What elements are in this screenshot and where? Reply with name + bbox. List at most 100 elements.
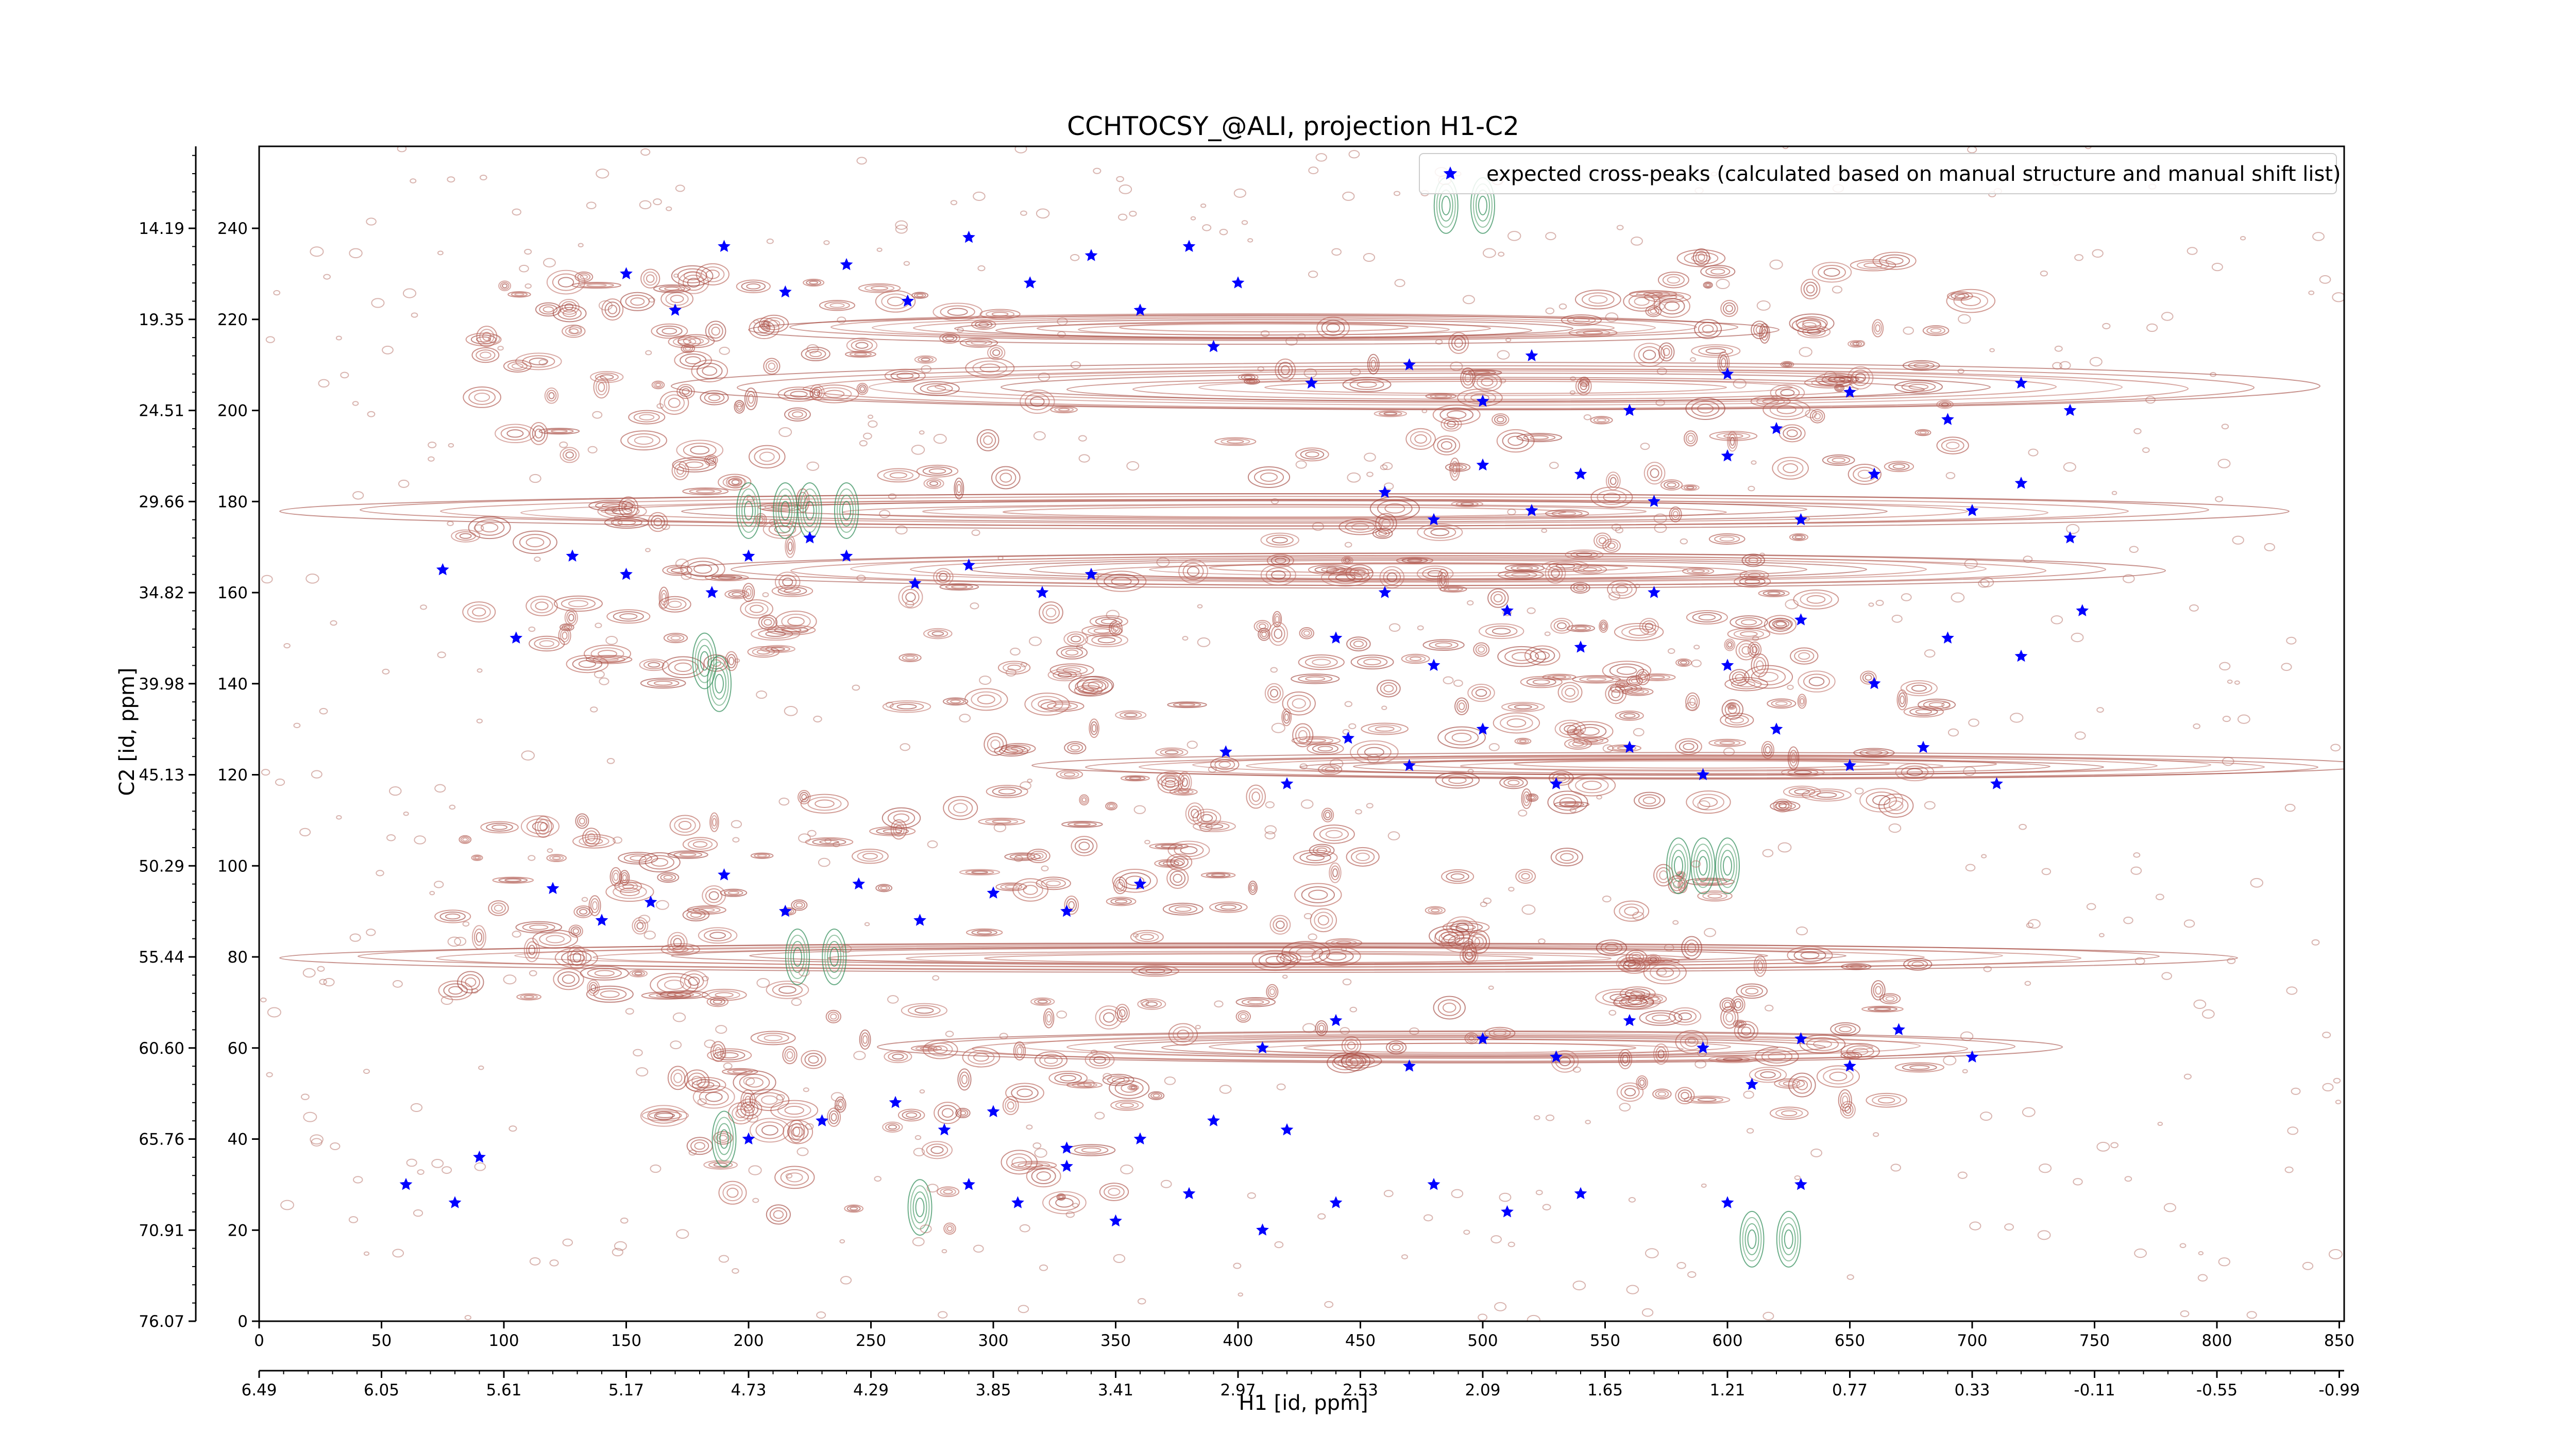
- contour-ring: [1120, 711, 1142, 719]
- contour-ring: [1129, 777, 1142, 780]
- contour-ring: [1272, 536, 1288, 544]
- contour-ring: [1800, 592, 1833, 607]
- contour-ring: [1797, 319, 1822, 331]
- contour-ring: [986, 310, 1015, 318]
- noise-contour: [999, 1033, 1008, 1039]
- contour-ring: [1953, 292, 1989, 310]
- cross-peak-point: [1133, 877, 1147, 890]
- contour-ring: [1269, 988, 1275, 996]
- noise-contour: [1302, 1023, 1316, 1033]
- contour-ring: [566, 654, 609, 673]
- contour-ring: [557, 971, 580, 987]
- noise-contour: [2123, 916, 2133, 924]
- contour-ring: [923, 478, 944, 489]
- noise-contour: [352, 401, 359, 406]
- contour-ring: [507, 291, 531, 298]
- contour-ring: [1649, 675, 1665, 679]
- noise-contour: [791, 998, 802, 1006]
- noise-contour: [1342, 978, 1352, 986]
- contour-ring: [553, 968, 584, 990]
- contour-ring: [682, 388, 690, 395]
- noise-contour: [1569, 807, 1577, 813]
- contour-ring: [1930, 328, 1942, 333]
- contour-ring: [902, 1110, 921, 1120]
- contour-ring: [807, 797, 842, 811]
- noise-contour: [1873, 1132, 1879, 1137]
- noise-contour: [1355, 809, 1362, 815]
- contour-ring: [917, 356, 934, 363]
- contour-ring: [1182, 562, 1204, 580]
- contour-ring: [1150, 1092, 1162, 1099]
- noise-contour: [1490, 1235, 1502, 1244]
- contour-ring: [1292, 723, 1314, 748]
- contour-ring: [1909, 707, 1938, 716]
- x-ppm-tick-label: 4.29: [853, 1381, 889, 1400]
- contour-ring: [613, 872, 619, 881]
- contour-ring: [1639, 1010, 1683, 1026]
- contour-ring: [1205, 823, 1224, 829]
- noise-contour: [1342, 191, 1355, 201]
- noise-contour: [1762, 1311, 1774, 1321]
- noise-contour: [970, 602, 979, 610]
- noise-contour: [2040, 270, 2048, 277]
- contour-ring: [1160, 773, 1181, 785]
- contour-ring: [1793, 770, 1812, 775]
- contour-ring: [1799, 696, 1806, 707]
- contour-ring: [893, 822, 905, 837]
- contour-ring: [750, 852, 774, 859]
- contour-ring: [720, 1052, 739, 1058]
- contour-ring: [1704, 282, 1712, 288]
- contour-ring: [1249, 882, 1257, 893]
- noise-contour: [2193, 999, 2207, 1009]
- contour-ring: [896, 703, 917, 710]
- contour-ring: [1700, 264, 1736, 279]
- cross-peak-point: [1427, 513, 1440, 526]
- contour-ring: [1055, 1198, 1074, 1208]
- noise-contour: [471, 988, 479, 994]
- contour-ring: [486, 822, 513, 832]
- contour-ring: [567, 945, 587, 970]
- contour-ring: [745, 1077, 764, 1088]
- contour-ring: [1047, 668, 1082, 682]
- noise-contour: [2028, 448, 2039, 457]
- contour-ring: [1504, 649, 1539, 664]
- contour-ring: [1030, 997, 1055, 1006]
- cross-peak-point: [1476, 1032, 1489, 1044]
- contour-ring: [1241, 998, 1270, 1006]
- contour-ring: [1487, 588, 1509, 608]
- contour-ring-negative: [697, 645, 712, 677]
- contour-ring: [817, 387, 852, 401]
- contour-ring: [965, 870, 994, 875]
- contour-ring: [968, 1050, 995, 1065]
- contour-ring: [1863, 262, 1883, 268]
- contour-ring: [1616, 1082, 1644, 1102]
- noise-contour: [1013, 855, 1023, 862]
- contour-ring: [1960, 296, 1981, 306]
- contour-ring: [956, 483, 961, 494]
- noise-contour: [1716, 279, 1730, 290]
- contour-ring: [945, 584, 973, 590]
- noise-contour: [2250, 878, 2264, 888]
- noise-contour: [353, 1176, 363, 1184]
- contour-ring: [954, 477, 964, 500]
- contour-ring: [1772, 619, 1790, 629]
- contour-ring: [1379, 566, 1405, 588]
- cross-peak-point: [1280, 777, 1294, 789]
- contour-ring: [1466, 947, 1473, 957]
- noise-contour: [839, 1239, 845, 1244]
- contour-ring: [921, 1141, 953, 1159]
- contour-ring: [1244, 375, 1253, 379]
- contour-ring: [1106, 897, 1137, 906]
- noise-contour: [1032, 1142, 1042, 1149]
- contour-ring: [1187, 566, 1200, 577]
- noise-contour: [1450, 361, 1463, 372]
- noise-contour: [1020, 781, 1031, 790]
- contour-ring: [1692, 612, 1722, 623]
- contour-ring: [749, 1118, 790, 1143]
- contour-ring: [1102, 1073, 1134, 1086]
- contour-ring: [1005, 885, 1018, 889]
- noise-contour: [1628, 1197, 1636, 1203]
- contour-ring: [621, 499, 636, 515]
- contour-ring-negative: [707, 655, 732, 712]
- contour-ring: [1271, 625, 1285, 643]
